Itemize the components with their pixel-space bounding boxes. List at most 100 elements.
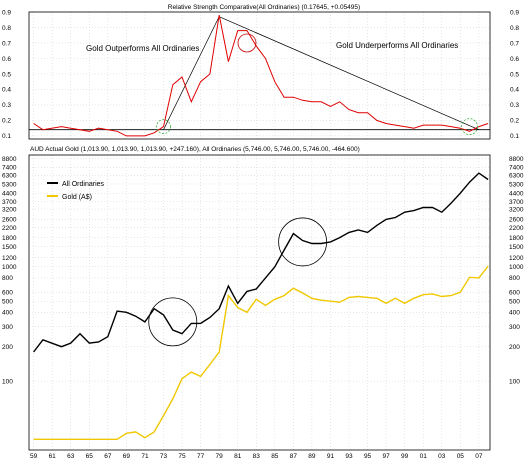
price-y-tick-label-left: 6300 <box>2 173 17 180</box>
rs-y-tick-label-right: 0.8 <box>510 25 519 32</box>
x-tick-label: 95 <box>364 453 372 460</box>
tick-layer: 59 61 63 65 67 69 71 73 75 77 79 81 83 85 87 89 91 93 95 97… <box>2 9 524 460</box>
grid-layer <box>29 11 490 450</box>
price-y-tick-label-left: 800 <box>2 275 13 282</box>
price-y-tick-label-right: 2200 <box>509 225 524 232</box>
x-tick-label: 87 <box>290 453 298 460</box>
price-y-tick-label-right: 3700 <box>509 199 524 206</box>
x-tick-label: 89 <box>308 453 316 460</box>
rs-y-tick-label-right: 0.1 <box>510 133 519 140</box>
price-y-tick-label-right: 1500 <box>509 244 524 251</box>
price-y-tick-label-left: 2200 <box>2 225 17 232</box>
price-y-tick-label-right: 1800 <box>509 235 524 242</box>
rs-y-tick-label-left: 0.3 <box>2 102 11 109</box>
price-y-tick-label-left: 100 <box>2 378 13 385</box>
price-highlight-circle <box>278 217 328 267</box>
price-y-tick-label-left: 3200 <box>2 206 17 213</box>
x-tick-label: 07 <box>475 453 483 460</box>
rs-highlight-circle <box>237 33 257 53</box>
rs-y-tick-label-left: 0.6 <box>2 56 11 63</box>
rs-series-line <box>33 15 489 137</box>
rs-y-tick-label-left: 0.1 <box>2 133 11 140</box>
rs-y-tick-label-right: 0.4 <box>510 87 519 94</box>
x-tick-label: 99 <box>401 453 409 460</box>
x-tick-label: 65 <box>86 453 94 460</box>
gold-outperforms-annotation: Gold Outperforms All Ordinaries <box>86 44 199 53</box>
rs-y-tick-label-left: 0.4 <box>2 87 11 94</box>
price-y-tick-label-left: 300 <box>2 324 13 331</box>
rs-trendline <box>163 16 220 130</box>
price-y-tick-label-right: 400 <box>509 310 520 317</box>
rs-y-tick-label-left: 0.8 <box>2 25 11 32</box>
legend-label-all-ordinaries: All Ordinaries <box>62 181 105 188</box>
gold-line <box>33 265 489 440</box>
x-tick-label: 61 <box>49 453 57 460</box>
price-y-tick-label-left: 600 <box>2 289 13 296</box>
x-tick-label: 71 <box>141 453 149 460</box>
price-y-tick-label-right: 1200 <box>509 255 524 262</box>
x-tick-label: 03 <box>438 453 446 460</box>
data-layer <box>29 15 490 440</box>
x-tick-label: 85 <box>271 453 279 460</box>
all-ordinaries-line <box>33 172 489 353</box>
rs-trendline <box>219 16 480 131</box>
price-panel-title: AUD Actual Gold (1,013.90, 1,013.90, 1,0… <box>30 146 360 153</box>
rs-y-tick-label-left: 0.5 <box>2 71 11 78</box>
x-tick-label: 97 <box>382 453 390 460</box>
price-y-tick-label-right: 4400 <box>509 191 524 198</box>
x-tick-label: 59 <box>30 453 38 460</box>
price-y-tick-label-right: 600 <box>509 289 520 296</box>
price-y-tick-label-left: 2600 <box>2 217 17 224</box>
price-y-tick-label-left: 400 <box>2 310 13 317</box>
rs-panel-title: Relative Strength Comparative(All Ordina… <box>168 4 360 11</box>
x-tick-label: 77 <box>197 453 205 460</box>
rs-highlight-circle <box>461 118 478 136</box>
x-tick-label: 81 <box>234 453 242 460</box>
rs-y-tick-label-right: 0.5 <box>510 71 519 78</box>
rs-y-tick-label-right: 0.2 <box>510 118 519 125</box>
price-y-tick-label-left: 7400 <box>2 165 17 172</box>
price-y-tick-label-left: 1500 <box>2 244 17 251</box>
price-y-tick-label-left: 500 <box>2 299 13 306</box>
price-y-tick-label-left: 1200 <box>2 255 17 262</box>
x-tick-label: 83 <box>253 453 261 460</box>
x-tick-label: 01 <box>420 453 428 460</box>
price-plot-frame <box>28 154 491 451</box>
price-y-tick-label-left: 3700 <box>2 199 17 206</box>
price-y-tick-label-left: 4400 <box>2 191 17 198</box>
gold-underperforms-annotation: Gold Underperforms All Ordinaries <box>336 41 458 50</box>
rs-y-tick-label-left: 0.2 <box>2 118 11 125</box>
rs-y-tick-label-left: 0.9 <box>2 9 11 16</box>
price-y-tick-label-left: 1800 <box>2 235 17 242</box>
rs-highlight-circle <box>156 119 171 135</box>
x-tick-label: 69 <box>123 453 131 460</box>
price-y-tick-label-right: 8800 <box>509 156 524 163</box>
price-y-tick-label-right: 300 <box>509 324 520 331</box>
legend-label-gold: Gold (A$) <box>62 194 92 201</box>
x-tick-label: 93 <box>345 453 353 460</box>
price-y-tick-label-right: 1000 <box>509 264 524 271</box>
price-highlight-circle <box>148 297 198 347</box>
price-y-tick-label-right: 7400 <box>509 165 524 172</box>
rs-y-tick-label-left: 0.7 <box>2 40 11 47</box>
x-tick-label: 91 <box>327 453 335 460</box>
rs-y-tick-label-right: 0.7 <box>510 40 519 47</box>
x-tick-label: 63 <box>67 453 75 460</box>
price-y-tick-label-left: 1000 <box>2 264 17 271</box>
x-tick-label: 73 <box>160 453 168 460</box>
price-y-tick-label-left: 8800 <box>2 156 17 163</box>
price-y-tick-label-left: 200 <box>2 344 13 351</box>
price-y-tick-label-right: 200 <box>509 344 520 351</box>
x-tick-label: 05 <box>457 453 465 460</box>
x-tick-label: 67 <box>104 453 112 460</box>
price-y-tick-label-right: 3200 <box>509 206 524 213</box>
price-y-tick-label-right: 5300 <box>509 181 524 188</box>
rs-y-tick-label-right: 0.3 <box>510 102 519 109</box>
rs-plot-frame <box>28 11 491 140</box>
price-y-tick-label-right: 500 <box>509 299 520 306</box>
x-tick-label: 79 <box>216 453 224 460</box>
price-y-tick-label-left: 5300 <box>2 181 17 188</box>
